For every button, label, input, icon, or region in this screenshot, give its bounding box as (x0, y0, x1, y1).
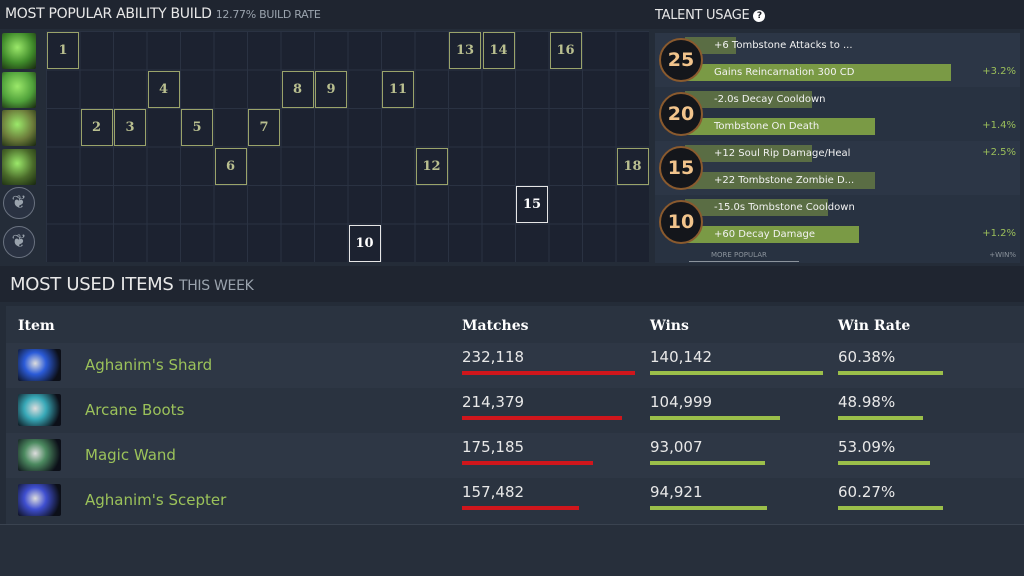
item-wins: 93,007 (650, 438, 703, 456)
item-matches: 175,185 (462, 438, 525, 456)
talent-row: +12 Soul Rip Damage/Heal +22 Tombstone Zo… (655, 141, 1020, 195)
more-popular-label: MORE POPULAR (711, 251, 767, 259)
flesh-golem-ability-icon[interactable] (2, 148, 36, 185)
arrow-line (689, 261, 799, 262)
talent-level-badge: 10 (659, 200, 703, 244)
level-cell: 18 (616, 147, 649, 185)
bottom-area (0, 524, 1024, 576)
level-cell: 9 (315, 70, 347, 108)
item-matches: 157,482 (462, 483, 525, 501)
item-rate-bar (838, 461, 931, 465)
item-name-link[interactable]: Aghanim's Scepter (85, 491, 227, 509)
item-wins-bar (650, 461, 765, 465)
item-name-link[interactable]: Aghanim's Shard (85, 356, 213, 374)
level-cell: 5 (181, 109, 213, 146)
item-matches-bar (462, 416, 622, 420)
item-name-link[interactable]: Magic Wand (85, 446, 176, 464)
level-cell: 12 (415, 147, 448, 185)
level-cell: 10 (348, 224, 381, 262)
item-icon (18, 484, 61, 516)
ability-build-title: MOST POPULAR ABILITY BUILD 12.77% BUILD … (5, 6, 321, 22)
level-cell: 7 (248, 109, 280, 146)
talent-ability-icon[interactable]: ❦ (3, 225, 35, 258)
item-rate: 60.38% (838, 348, 896, 366)
items-table: Item Matches Wins Win Rate Aghanim's Sha… (6, 306, 1024, 524)
talent-lower[interactable]: +60 Decay Damage (685, 226, 860, 243)
talent-row: -15.0s Tombstone Cooldown +60 Decay Damag… (655, 195, 1020, 249)
level-cell: 8 (281, 70, 314, 108)
item-row[interactable]: Magic Wand 175,185 93,007 53.09% (6, 433, 1024, 478)
win-label: +WIN% (989, 251, 1016, 259)
level-cell: 11 (382, 70, 414, 108)
level-cell: 16 (549, 32, 582, 69)
talent-lower[interactable]: Gains Reincarnation 300 CD (685, 64, 952, 81)
items-subtitle: THIS WEEK (178, 278, 254, 294)
items-title: MOST USED ITEMS THIS WEEK (10, 274, 254, 295)
item-rate: 48.98% (838, 393, 896, 411)
talent-usage-title: TALENT USAGE ? (655, 8, 766, 23)
level-cell: 13 (449, 32, 481, 69)
item-icon (18, 394, 61, 426)
ability-build-grid: 1 2 3 4 5 6 7 8 9 10 11 12 13 14 15 16 18 (46, 31, 649, 262)
talent-row: +6 Tombstone Attacks to ... Gains Reincar… (655, 33, 1020, 87)
help-icon[interactable]: ? (753, 10, 766, 22)
talent-ability-icon[interactable]: ❦ (3, 187, 35, 219)
item-wins: 104,999 (650, 393, 713, 411)
talent-footer: MORE POPULAR +WIN% (655, 251, 1020, 265)
talent-upper[interactable]: -15.0s Tombstone Cooldown (685, 199, 855, 216)
item-wins: 94,921 (650, 483, 703, 501)
talent-win-delta: +1.2% (982, 228, 1016, 239)
talent-win-delta: +2.5% (982, 147, 1016, 158)
header-matches[interactable]: Matches (462, 318, 529, 334)
decay-ability-icon[interactable] (2, 33, 36, 69)
soul-rip-ability-icon[interactable] (2, 71, 36, 108)
items-band (0, 266, 1024, 302)
talent-win-delta: +3.2% (982, 66, 1016, 77)
talent-level-badge: 20 (659, 92, 703, 136)
item-rate: 53.09% (838, 438, 896, 456)
talent-win-delta: +1.4% (982, 120, 1016, 131)
item-wins-bar (650, 416, 780, 420)
talent-upper[interactable]: -2.0s Decay Cooldown (685, 91, 825, 108)
item-matches: 214,379 (462, 393, 525, 411)
item-matches-bar (462, 506, 580, 510)
talent-row: -2.0s Decay Cooldown Tombstone On Death 20… (655, 87, 1020, 141)
header-win-rate[interactable]: Win Rate (838, 318, 911, 334)
talent-lower[interactable]: +22 Tombstone Zombie D... (685, 172, 876, 189)
talent-lower[interactable]: Tombstone On Death (685, 118, 876, 135)
item-rate-bar (838, 416, 924, 420)
item-row[interactable]: Aghanim's Shard 232,118 140,142 60.38% (6, 343, 1024, 388)
item-rate: 60.27% (838, 483, 896, 501)
item-matches: 232,118 (462, 348, 525, 366)
talent-level-badge: 15 (659, 146, 703, 190)
item-row[interactable]: Aghanim's Scepter 157,482 94,921 60.27% (6, 478, 1024, 523)
header-band (0, 0, 1024, 29)
level-cell: 2 (80, 109, 113, 146)
talent-upper[interactable]: +12 Soul Rip Damage/Heal (685, 145, 850, 162)
talent-level-badge: 25 (659, 38, 703, 82)
item-matches-bar (462, 371, 635, 375)
level-cell: 4 (147, 70, 180, 108)
level-cell: 6 (214, 147, 247, 185)
item-wins: 140,142 (650, 348, 713, 366)
level-cell: 3 (114, 109, 146, 146)
header-wins[interactable]: Wins (650, 318, 689, 334)
level-cell: 14 (482, 32, 515, 69)
item-wins-bar (650, 506, 768, 510)
tombstone-ability-icon[interactable] (2, 110, 36, 146)
talent-tree: +6 Tombstone Attacks to ... Gains Reincar… (655, 33, 1020, 263)
build-rate: 12.77% BUILD RATE (215, 8, 321, 21)
item-rate-bar (838, 371, 944, 375)
item-icon (18, 439, 61, 471)
item-row[interactable]: Arcane Boots 214,379 104,999 48.98% (6, 388, 1024, 433)
level-cell: 1 (47, 32, 79, 69)
header-item[interactable]: Item (18, 318, 55, 334)
item-matches-bar (462, 461, 593, 465)
item-rate-bar (838, 506, 943, 510)
level-cell: 15 (516, 186, 548, 223)
item-icon (18, 349, 61, 381)
item-wins-bar (650, 371, 823, 375)
item-name-link[interactable]: Arcane Boots (85, 401, 185, 419)
